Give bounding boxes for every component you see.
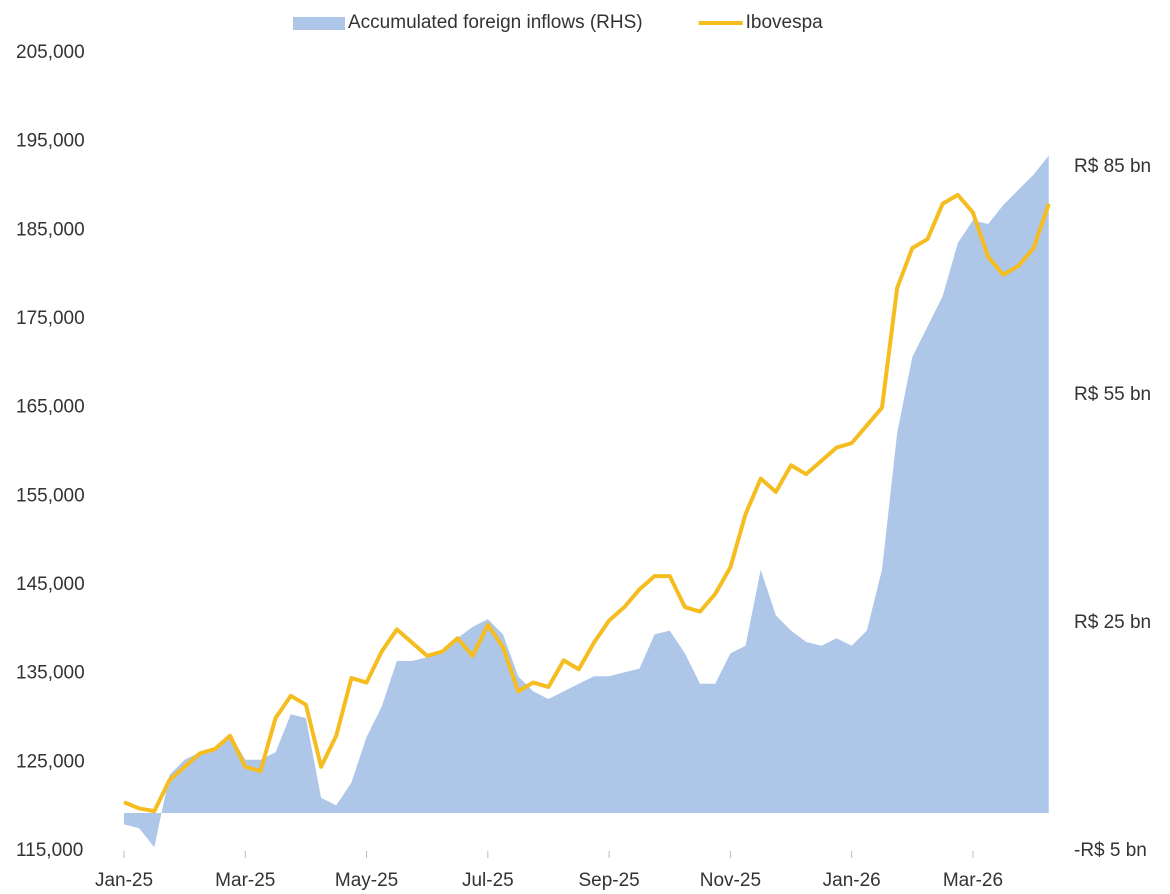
x-tick-label: Sep-25: [578, 870, 639, 891]
area: [124, 155, 1049, 848]
y2-tick-label: -R$ 5 bn: [1074, 840, 1147, 861]
y-tick-label: 165,000: [16, 397, 85, 418]
legend-label: Ibovespa: [746, 12, 824, 33]
x-tick-label: Jan-25: [95, 870, 153, 891]
legend-label: Accumulated foreign inflows (RHS): [348, 12, 643, 33]
y2-tick-label: R$ 55 bn: [1074, 384, 1151, 405]
y2-tick-label: R$ 85 bn: [1074, 156, 1151, 177]
y-tick-label: 145,000: [16, 574, 85, 595]
y-tick-label: 135,000: [16, 663, 85, 684]
line: [123, 192, 1051, 814]
y-tick-label: 155,000: [16, 485, 85, 506]
y-tick-label: 115,000: [16, 840, 83, 861]
x-tick-label: Mar-25: [215, 870, 275, 891]
x-tick-label: Jul-25: [462, 870, 514, 891]
y-tick-label: 205,000: [16, 42, 85, 63]
x-tick-label: Jan-26: [823, 870, 881, 891]
y-tick-label: 175,000: [16, 308, 85, 329]
y-tick-label: 195,000: [16, 131, 85, 152]
x-tick-label: Mar-26: [943, 870, 1003, 891]
x-tick-label: Nov-25: [700, 870, 761, 891]
legend-swatch: [293, 17, 345, 30]
x-tick-label: May-25: [335, 870, 398, 891]
y-tick-label: 125,000: [16, 751, 85, 772]
y-tick-label: 185,000: [16, 219, 85, 240]
y2-tick-label: R$ 25 bn: [1074, 612, 1151, 633]
